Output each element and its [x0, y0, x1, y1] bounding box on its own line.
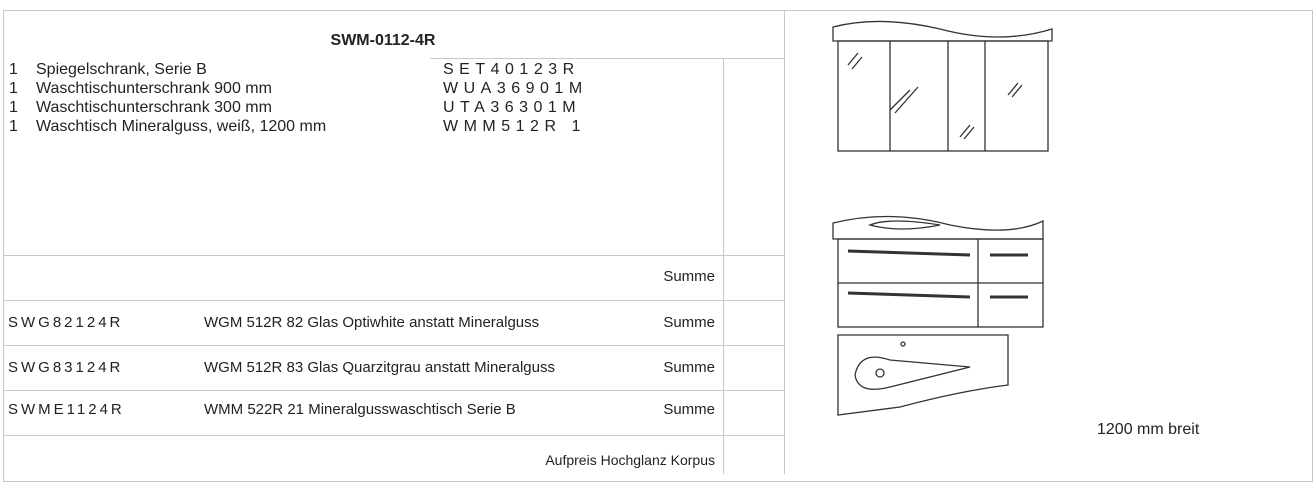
item-qty: 1: [9, 118, 18, 135]
item-code: WUA36901M: [443, 80, 588, 97]
option-code: SWG83124R: [8, 359, 124, 376]
divider: [3, 345, 784, 346]
item-code: SET40123R: [443, 61, 580, 78]
divider: [430, 58, 784, 59]
mirror-cabinet: [832, 20, 1053, 152]
divider: [3, 255, 784, 256]
divider: [784, 10, 785, 474]
basin-top-view: [837, 334, 1009, 416]
item-qty: 1: [9, 99, 18, 116]
footer-note: Aufpreis Hochglanz Korpus: [545, 452, 715, 468]
option-code: SWG82124R: [8, 314, 124, 331]
product-drawings: [832, 20, 1053, 416]
divider: [723, 58, 724, 474]
item-description: Waschtischunterschrank 300 mm: [36, 99, 272, 116]
item-description: Waschtischunterschrank 900 mm: [36, 80, 272, 97]
title: SWM-0112-4R: [330, 32, 436, 49]
option-label: Summe: [663, 314, 715, 331]
summe-label: Summe: [663, 268, 715, 285]
item-description: Waschtisch Mineralguss, weiß, 1200 mm: [36, 118, 327, 135]
item-code: UTA36301M: [443, 99, 582, 116]
image-caption: 1200 mm breit: [1097, 421, 1200, 438]
vanity-unit: [832, 215, 1044, 328]
option-description: WGM 512R 83 Glas Quarzitgrau anstatt Min…: [204, 359, 555, 376]
item-qty: 1: [9, 61, 18, 78]
option-description: WGM 512R 82 Glas Optiwhite anstatt Miner…: [204, 314, 540, 331]
divider: [3, 390, 784, 391]
item-qty: 1: [9, 80, 18, 97]
option-label: Summe: [663, 401, 715, 418]
option-code: SWME1124R: [8, 401, 125, 418]
divider: [3, 300, 784, 301]
item-code: WMM512R 1: [443, 118, 586, 135]
item-description: Spiegelschrank, Serie B: [36, 61, 207, 78]
option-description: WMM 522R 21 Mineralgusswaschtisch Serie …: [204, 401, 516, 418]
divider: [3, 435, 784, 436]
option-label: Summe: [663, 359, 715, 376]
